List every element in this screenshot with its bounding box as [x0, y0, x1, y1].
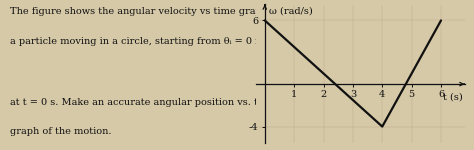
Text: ω (rad/s): ω (rad/s) [269, 7, 313, 16]
Text: a particle moving in a circle, starting from θᵢ = 0 rad: a particle moving in a circle, starting … [9, 38, 272, 46]
Text: graph of the motion.: graph of the motion. [9, 128, 111, 136]
Text: at t = 0 s. Make an accurate angular position vs. time: at t = 0 s. Make an accurate angular pos… [9, 98, 276, 106]
Text: t (s): t (s) [443, 93, 463, 102]
Text: The figure shows the angular velocity vs time graph for: The figure shows the angular velocity vs… [9, 8, 285, 16]
